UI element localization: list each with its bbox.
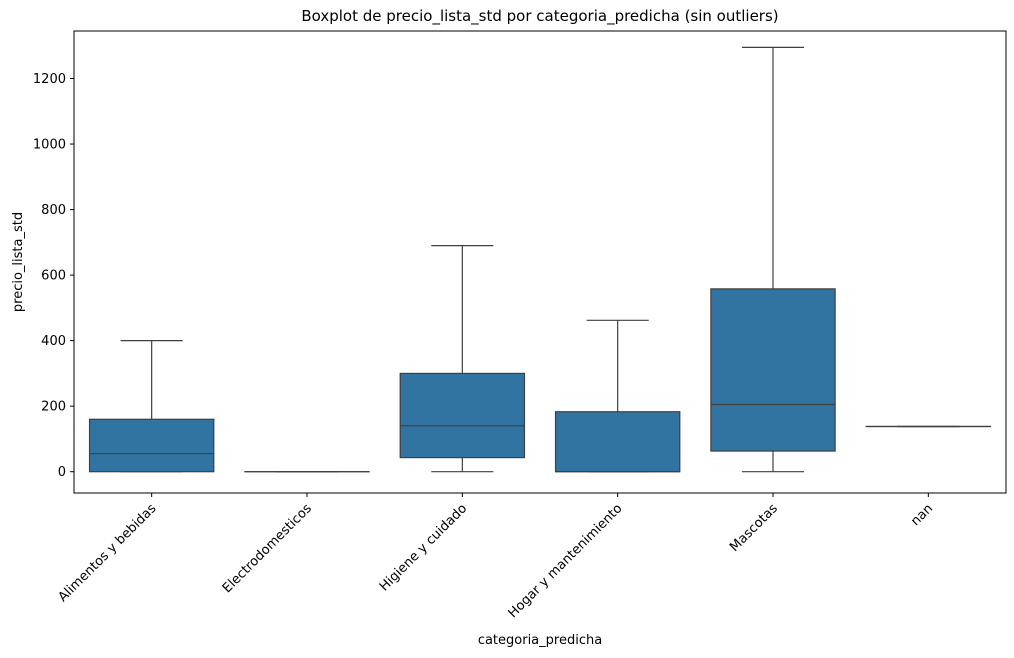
chart-title: Boxplot de precio_lista_std por categori… [301, 7, 778, 26]
x-tick-label: Higiene y cuidado [377, 501, 470, 594]
plot-frame [73, 30, 1007, 494]
y-axis: 0 200 400 600 800 1000 1200 [33, 72, 74, 480]
plot-area [73, 30, 1007, 494]
box-group [399, 245, 526, 473]
x-axis: Alimentos y bebidas Electrodomesticos Higi… [56, 493, 936, 621]
x-axis-label: categoria_predicha [478, 633, 602, 648]
y-tick-label: 1000 [33, 138, 66, 153]
iqr-box [710, 288, 836, 452]
y-tick-label: 0 [58, 465, 66, 480]
y-tick-label: 800 [41, 203, 66, 218]
x-tick-label: Alimentos y bebidas [56, 501, 160, 605]
x-tick-label: nan [908, 501, 936, 529]
y-tick-label: 400 [41, 334, 66, 349]
y-axis-label: precio_lista_std [11, 212, 26, 312]
y-tick-label: 1200 [33, 72, 66, 87]
y-tick-label: 200 [41, 400, 66, 415]
iqr-box [554, 411, 681, 473]
box-group [710, 46, 836, 473]
iqr-box [88, 418, 215, 473]
box-group [88, 340, 215, 473]
iqr-box [399, 372, 526, 459]
x-tick-label: Hogar y mantenimiento [506, 501, 626, 621]
x-tick-label: Mascotas [727, 501, 781, 555]
box-group [554, 319, 681, 473]
y-tick-label: 600 [41, 269, 66, 284]
x-tick-label: Electrodomesticos [220, 501, 315, 596]
